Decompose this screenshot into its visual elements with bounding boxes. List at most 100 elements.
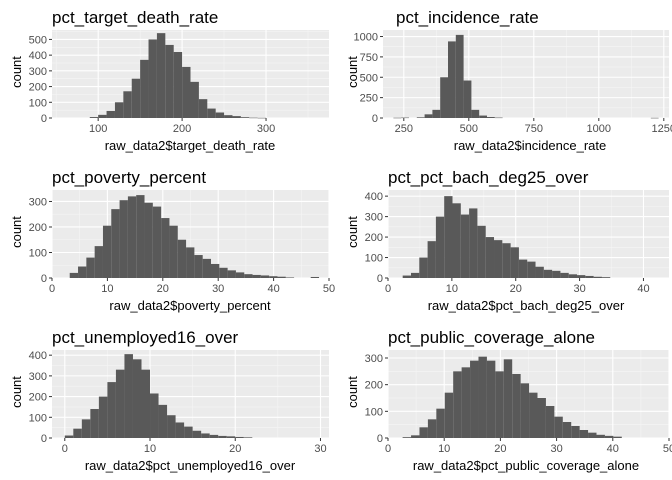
x-tick-label: 50 bbox=[663, 443, 672, 455]
x-tick-label: 20 bbox=[229, 443, 241, 455]
histogram-bar bbox=[119, 200, 128, 278]
histogram-bar bbox=[184, 426, 193, 438]
histogram-bar bbox=[115, 369, 125, 438]
x-tick-label: 200 bbox=[173, 123, 191, 135]
x-tick-label: 10 bbox=[446, 283, 458, 295]
y-tick-label: 0 bbox=[377, 433, 383, 445]
y-tick-label: 300 bbox=[365, 353, 383, 365]
histogram-bar bbox=[209, 434, 219, 438]
y-axis-label: count bbox=[9, 56, 24, 88]
histogram-bar bbox=[452, 203, 461, 278]
x-tick-label: 500 bbox=[460, 123, 478, 135]
histogram-bar bbox=[469, 208, 478, 278]
x-tick-label: 50 bbox=[323, 283, 335, 295]
histogram-bar bbox=[419, 257, 428, 278]
histogram-bar bbox=[554, 416, 563, 438]
x-tick-label: 0 bbox=[385, 443, 391, 455]
y-axis-label: count bbox=[9, 216, 24, 248]
histogram-bar bbox=[243, 437, 253, 438]
histogram-bar bbox=[470, 360, 479, 438]
x-tick-label: 10 bbox=[144, 443, 156, 455]
histogram-bar bbox=[402, 437, 412, 438]
histogram-bar bbox=[401, 117, 409, 119]
y-tick-label: 0 bbox=[41, 113, 47, 125]
y-tick-label: 750 bbox=[360, 52, 378, 64]
y-axis-label: count bbox=[9, 376, 24, 408]
histogram-bar bbox=[124, 354, 133, 438]
histogram-bar bbox=[485, 237, 495, 278]
histogram-bar bbox=[503, 359, 513, 438]
histogram-bar bbox=[478, 356, 487, 438]
histogram-bar bbox=[156, 33, 166, 119]
histogram-bar bbox=[510, 247, 519, 278]
histogram-bar bbox=[169, 225, 178, 278]
histogram-bar bbox=[427, 419, 437, 438]
histogram-bar bbox=[90, 409, 99, 438]
histogram-bar bbox=[427, 241, 436, 278]
x-tick-label: 30 bbox=[212, 283, 224, 295]
y-tick-label: 300 bbox=[365, 212, 383, 224]
y-tick-label: 300 bbox=[29, 196, 47, 208]
plot-area: 100 200 300 0 100 200 300 400 500 bbox=[29, 30, 329, 135]
histogram-bar bbox=[593, 276, 602, 278]
histogram-bar bbox=[495, 371, 504, 438]
histogram-bar bbox=[486, 360, 496, 438]
y-tick-label: 100 bbox=[29, 247, 47, 259]
histogram-bar bbox=[436, 408, 445, 438]
histogram-bar bbox=[535, 266, 544, 278]
histogram-bar bbox=[471, 109, 480, 118]
x-tick-label: 750 bbox=[525, 123, 543, 135]
histogram-bar bbox=[232, 116, 241, 118]
histogram-bar bbox=[148, 39, 157, 118]
x-tick-label: 40 bbox=[267, 283, 279, 295]
histogram-bar bbox=[177, 239, 187, 278]
histogram-bar bbox=[102, 225, 112, 278]
histogram-bar bbox=[226, 436, 236, 438]
histogram-bar bbox=[215, 112, 225, 118]
y-axis-label: count bbox=[345, 216, 360, 248]
histogram-bar bbox=[410, 272, 420, 278]
histogram-bar bbox=[650, 117, 659, 119]
histogram-bar bbox=[393, 117, 402, 119]
histogram-bar bbox=[596, 434, 605, 438]
histogram-bar bbox=[111, 209, 120, 278]
x-axis-label: raw_data2$target_death_rate bbox=[105, 138, 276, 153]
y-tick-label: 100 bbox=[365, 406, 383, 418]
x-tick-label: 0 bbox=[49, 283, 55, 295]
histogram-bar bbox=[167, 415, 176, 438]
histogram-bar bbox=[411, 435, 420, 438]
y-axis-label: count bbox=[345, 56, 360, 88]
histogram-bar bbox=[552, 270, 561, 278]
y-tick-label: 0 bbox=[41, 433, 47, 445]
y-tick-label: 200 bbox=[29, 392, 47, 404]
histogram-bar bbox=[192, 430, 202, 438]
histogram-bar bbox=[460, 214, 470, 278]
histogram-bar bbox=[210, 263, 220, 278]
histogram-bar bbox=[502, 243, 511, 278]
histogram-bar bbox=[537, 398, 546, 438]
panel-target-death-rate: pct_target_death_rate raw_data2$target_d… bbox=[9, 8, 329, 153]
y-tick-label: 200 bbox=[365, 380, 383, 392]
histogram-bar bbox=[444, 196, 453, 278]
histogram-bar bbox=[520, 383, 530, 438]
y-tick-label: 0 bbox=[377, 273, 383, 285]
x-tick-label: 20 bbox=[510, 283, 522, 295]
histogram-bar bbox=[244, 274, 253, 278]
panel-public-coverage-alone: pct_public_coverage_alone raw_data2$pct_… bbox=[345, 328, 672, 473]
histogram-bar bbox=[165, 44, 174, 118]
x-tick-label: 10 bbox=[438, 443, 450, 455]
histogram-bar bbox=[132, 359, 142, 438]
histogram-bar bbox=[201, 433, 210, 438]
histogram-bar bbox=[198, 99, 208, 118]
histogram-bar bbox=[78, 266, 87, 278]
y-tick-label: 400 bbox=[29, 50, 47, 62]
x-axis-label: raw_data2$pct_bach_deg25_over bbox=[428, 298, 625, 313]
histogram-bar bbox=[435, 216, 445, 278]
y-tick-label: 200 bbox=[29, 222, 47, 234]
x-axis-label: raw_data2$incidence_rate bbox=[454, 138, 607, 153]
panel-title: pct_pct_bach_deg25_over bbox=[388, 168, 589, 187]
histogram-bar bbox=[568, 274, 578, 278]
